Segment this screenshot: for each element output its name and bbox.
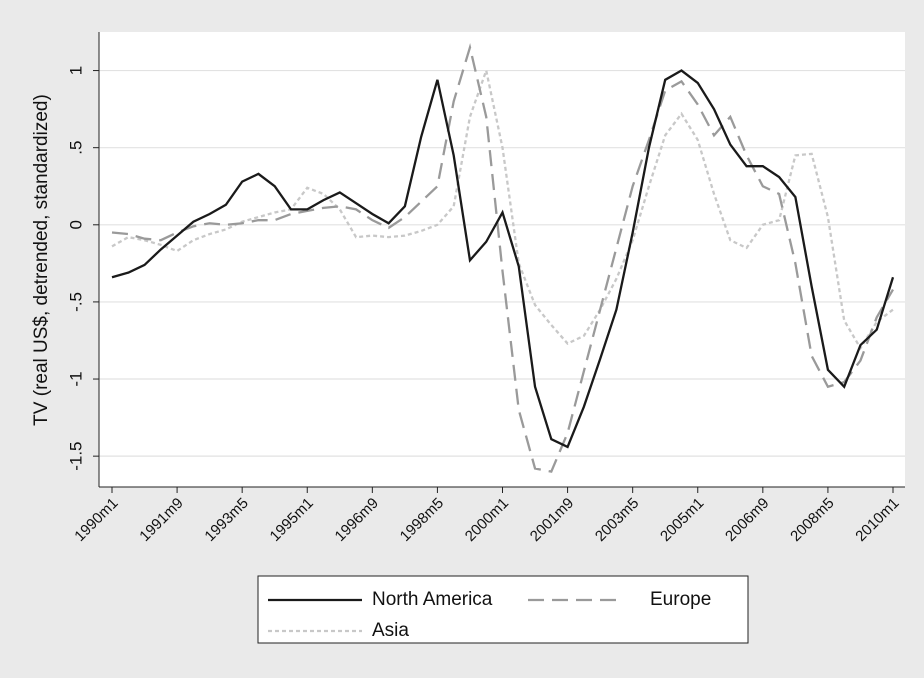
legend-label: Europe: [650, 589, 711, 610]
series-line: [111, 42, 894, 473]
series-line: [111, 66, 894, 351]
y-tick-label: 0: [66, 220, 85, 229]
legend-label: North America: [372, 589, 493, 610]
y-axis-title: TV (real US$, detrended, standardized): [31, 94, 52, 426]
y-tick-label: .5: [66, 141, 85, 155]
y-tick-label: -1: [66, 371, 85, 386]
y-tick-label: 1: [66, 66, 85, 75]
legend-label: Asia: [372, 620, 409, 641]
series-line: [111, 69, 895, 449]
y-tick-label: -.5: [66, 292, 85, 312]
y-tick-label: -1.5: [66, 442, 85, 471]
